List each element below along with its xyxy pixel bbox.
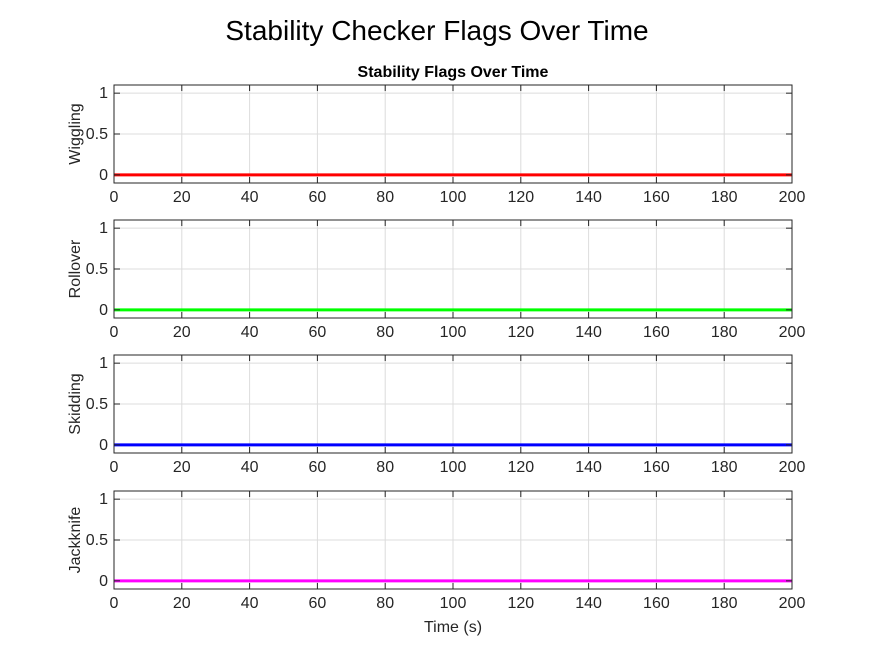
y-axis-label: Wiggling bbox=[67, 103, 84, 164]
x-tick-label: 180 bbox=[711, 324, 738, 341]
x-tick-label: 140 bbox=[575, 324, 602, 341]
x-tick-label: 140 bbox=[575, 595, 602, 612]
x-tick-label: 160 bbox=[643, 324, 670, 341]
y-tick-label: 1 bbox=[99, 85, 108, 102]
subplot-2: 0 20 40 60 80 100 120 140 160 180 200 0 0.5 1 Rollover bbox=[67, 219, 806, 341]
x-tick-label: 0 bbox=[110, 189, 119, 206]
x-tick-label: 160 bbox=[643, 459, 670, 476]
x-axis-label: Time (s) bbox=[424, 619, 482, 636]
y-tick-label: 1 bbox=[99, 491, 108, 508]
x-tick-label: 200 bbox=[779, 189, 806, 206]
x-tick-label: 120 bbox=[507, 324, 534, 341]
subplot-4: 0 20 40 60 80 100 120 140 160 180 200 0 0.5 1 Jackknif… bbox=[67, 490, 806, 636]
x-tick-label: 60 bbox=[309, 459, 327, 476]
x-tick-label: 20 bbox=[173, 595, 191, 612]
x-tick-label: 40 bbox=[241, 189, 259, 206]
x-tick-label: 200 bbox=[779, 595, 806, 612]
y-tick-label: 0 bbox=[99, 573, 108, 590]
x-tick-label: 80 bbox=[376, 324, 394, 341]
x-tick-label: 80 bbox=[376, 459, 394, 476]
y-tick-label: 0 bbox=[99, 167, 108, 184]
y-axis-label: Jackknife bbox=[67, 507, 84, 574]
axes-layer: 0 20 40 60 80 100 120 140 160 180 20000.51Wiggling… bbox=[67, 64, 805, 636]
y-axis-label: Skidding bbox=[67, 373, 84, 434]
x-tick-label: 100 bbox=[440, 459, 467, 476]
x-tick-label: 40 bbox=[241, 324, 259, 341]
y-tick-label: 1 bbox=[99, 220, 108, 237]
x-tick-label: 60 bbox=[309, 189, 327, 206]
x-tick-label: 20 bbox=[173, 459, 191, 476]
x-tick-label: 200 bbox=[779, 324, 806, 341]
subplot-1: 0 20 40 60 80 100 120 140 160 180 200 0 0.5 1 Wiggling… bbox=[67, 64, 805, 206]
axes-title: Stability Flags Over Time bbox=[358, 64, 549, 81]
x-tick-label: 20 bbox=[173, 324, 191, 341]
x-tick-label: 120 bbox=[507, 459, 534, 476]
x-tick-label: 100 bbox=[440, 595, 467, 612]
x-tick-label: 140 bbox=[575, 189, 602, 206]
y-tick-label: 0.5 bbox=[86, 396, 108, 413]
x-tick-label: 100 bbox=[440, 189, 467, 206]
x-tick-label: 120 bbox=[507, 189, 534, 206]
x-tick-label: 0 bbox=[110, 595, 119, 612]
y-tick-label: 0.5 bbox=[86, 126, 108, 143]
x-tick-label: 0 bbox=[110, 459, 119, 476]
x-tick-label: 160 bbox=[643, 189, 670, 206]
x-tick-label: 80 bbox=[376, 595, 394, 612]
x-tick-label: 180 bbox=[711, 189, 738, 206]
x-tick-label: 140 bbox=[575, 459, 602, 476]
y-tick-label: 1 bbox=[99, 355, 108, 372]
x-tick-label: 180 bbox=[711, 459, 738, 476]
figure-title: Stability Checker Flags Over Time bbox=[225, 15, 648, 46]
y-tick-label: 0 bbox=[99, 302, 108, 319]
subplot-3: 0 20 40 60 80 100 120 140 160 180 200 0 0.5 1 Skidding bbox=[67, 354, 806, 476]
x-tick-label: 60 bbox=[309, 595, 327, 612]
y-tick-label: 0.5 bbox=[86, 532, 108, 549]
x-tick-label: 100 bbox=[440, 324, 467, 341]
x-tick-label: 40 bbox=[241, 595, 259, 612]
x-tick-label: 20 bbox=[173, 189, 191, 206]
y-tick-label: 0.5 bbox=[86, 261, 108, 278]
x-tick-label: 120 bbox=[507, 595, 534, 612]
x-tick-label: 200 bbox=[779, 459, 806, 476]
y-axis-label: Rollover bbox=[67, 239, 84, 298]
x-tick-label: 180 bbox=[711, 595, 738, 612]
x-tick-label: 80 bbox=[376, 189, 394, 206]
y-tick-label: 0 bbox=[99, 437, 108, 454]
x-tick-label: 60 bbox=[309, 324, 327, 341]
x-tick-label: 160 bbox=[643, 595, 670, 612]
x-tick-label: 40 bbox=[241, 459, 259, 476]
x-tick-label: 0 bbox=[110, 324, 119, 341]
